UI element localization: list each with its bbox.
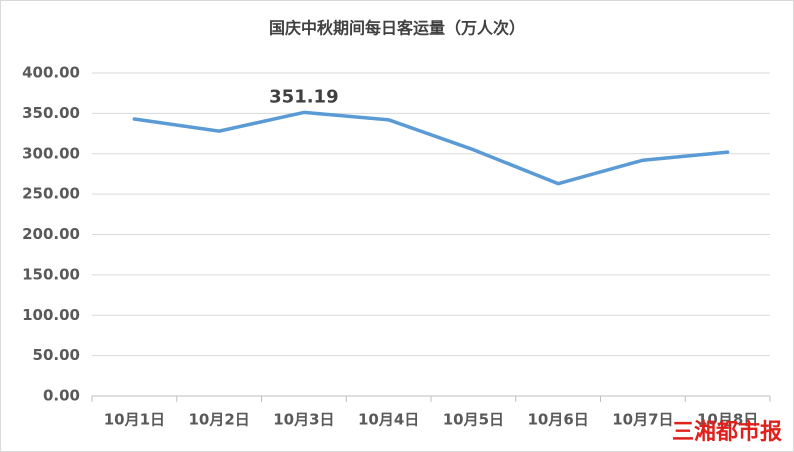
x-tick-label: 10月1日 [104,411,165,429]
x-tick-label: 10月7日 [612,411,673,429]
y-tick-label: 400.00 [22,64,80,82]
y-tick-label: 100.00 [22,306,80,324]
x-tick-label: 10月2日 [188,411,249,429]
y-tick-label: 300.00 [22,144,80,162]
x-tick-label: 10月4日 [358,411,419,429]
y-tick-label: 150.00 [22,265,80,283]
x-tick-label: 10月8日 [697,411,758,429]
watermark: 三湘都市报 [672,419,782,445]
y-tick-label: 50.00 [33,346,80,364]
y-tick-label: 250.00 [22,185,80,203]
x-tick-label: 10月6日 [527,411,588,429]
y-tick-label: 200.00 [22,225,80,243]
line-series [132,110,730,186]
data-label: 351.19 [269,86,338,107]
x-tick-label: 10月3日 [273,411,334,429]
chart-title: 国庆中秋期间每日客运量（万人次） [269,19,525,38]
x-tick-label: 10月5日 [443,411,504,429]
y-tick-label: 0.00 [43,387,80,405]
y-tick-label: 350.00 [22,104,80,122]
